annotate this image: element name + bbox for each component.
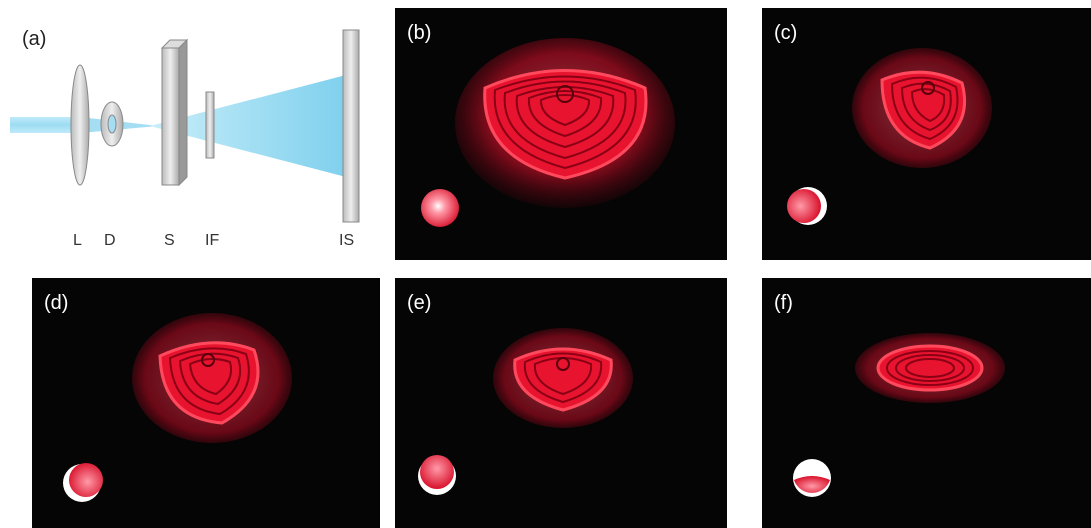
panel-f-photo: (f) [762,278,1091,528]
laser-beam [10,117,80,133]
screen-icon [342,29,360,223]
diverging-beam [150,75,346,177]
label-lens: L [73,232,82,249]
label-filter: IF [205,232,220,249]
diaphragm-aperture [107,114,117,134]
setup-diagram [10,29,360,223]
panel-f-label: (f) [774,292,793,314]
panel-b-photo: (b) [395,8,727,260]
label-diaphragm: D [104,232,116,249]
panel-e-photo: (e) [395,278,727,528]
ring-pattern-f [793,333,1005,497]
filter-icon [205,91,215,159]
panel-d-label: (d) [44,292,69,314]
beam-profile-icon [421,189,459,227]
ring-pattern-c [787,48,992,225]
panel-a-label: (a) [22,28,47,50]
lens-icon [70,64,90,186]
ring-pattern-d [63,313,292,502]
label-screen: IS [339,232,355,249]
panel-c-photo: (c) [762,8,1091,260]
sample-icon-side [178,38,188,187]
panel-e-label: (e) [407,292,432,314]
panel-d-photo: (d) [32,278,380,528]
panel-c-label: (c) [774,22,798,44]
ring-pattern-e [418,328,633,495]
panel-b-label: (b) [407,22,432,44]
panel-a-schematic: (a) [0,0,380,265]
ring-pattern-b [421,38,675,227]
sample-icon [161,47,180,186]
label-sample: S [164,232,175,249]
